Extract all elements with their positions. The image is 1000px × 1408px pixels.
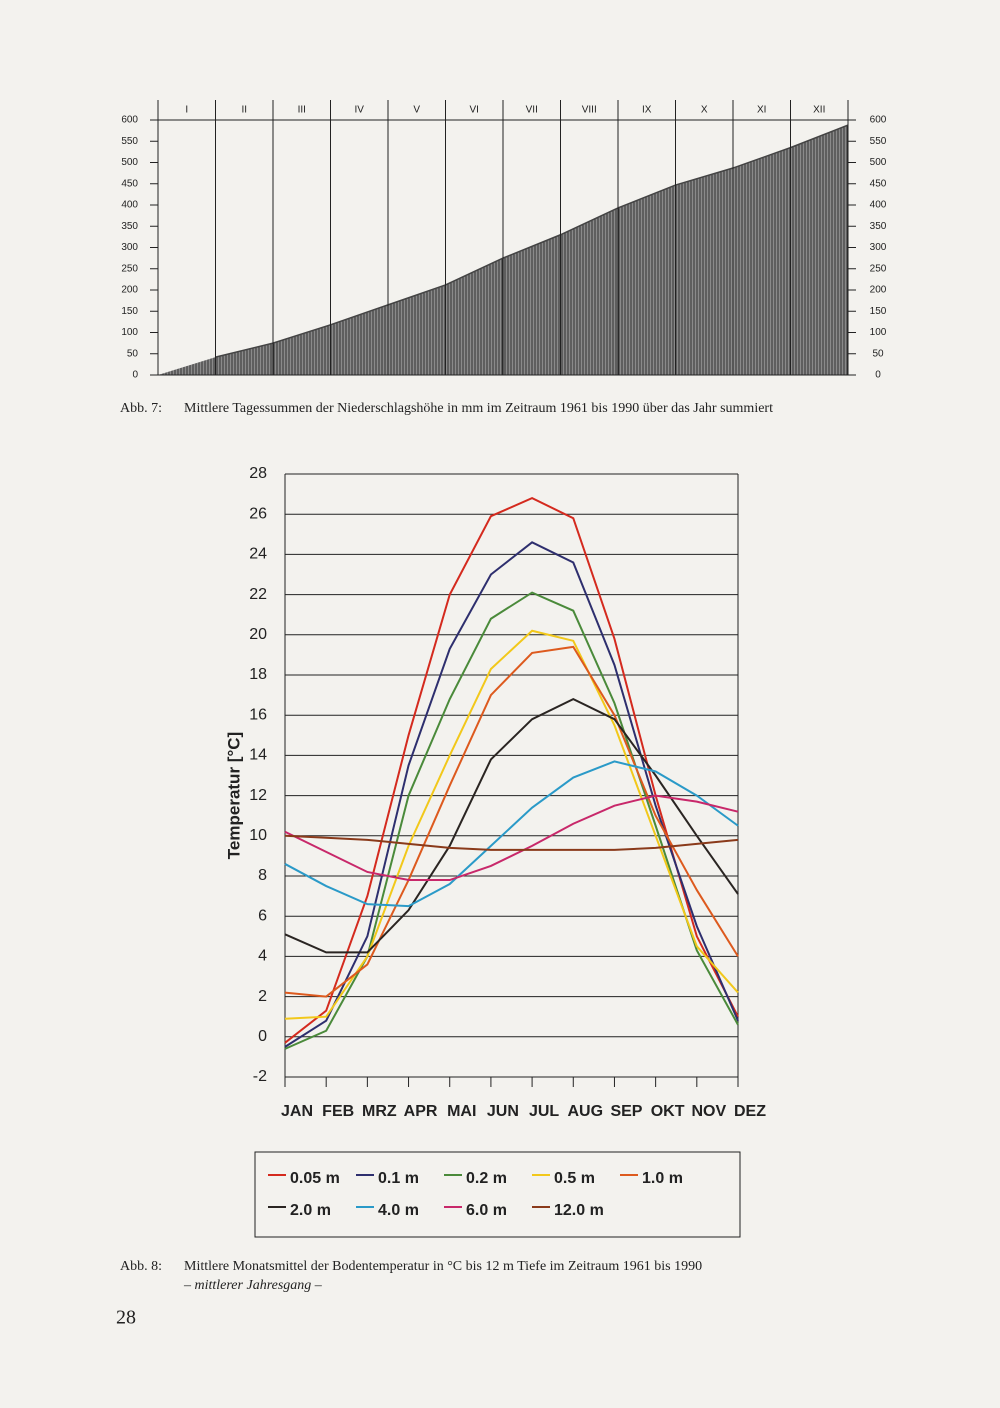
month-label: VI	[470, 105, 479, 116]
x-tick-label: JUN	[487, 1103, 519, 1120]
month-label: I	[185, 105, 188, 116]
y-tick-label: 350	[870, 221, 887, 232]
y-tick-label: 26	[249, 505, 267, 522]
series-line	[284, 794, 739, 882]
legend-label: 0.1 m	[378, 1170, 419, 1187]
x-tick-label: MAI	[447, 1103, 476, 1120]
y-tick-label: 14	[249, 747, 267, 764]
series-line	[284, 497, 739, 1044]
legend-label: 2.0 m	[290, 1202, 331, 1219]
month-label: III	[298, 105, 306, 116]
y-tick-label: 400	[870, 200, 887, 211]
y-tick-label: 50	[127, 348, 139, 359]
y-tick-label: 12	[249, 787, 267, 804]
x-tick-label: JUL	[529, 1103, 559, 1120]
month-label: V	[413, 105, 420, 116]
y-tick-label: 400	[121, 200, 138, 211]
legend-label: 0.2 m	[466, 1170, 507, 1187]
month-label: XI	[757, 105, 766, 116]
caption-label: Abb. 8:	[120, 1259, 162, 1274]
y-axis-label: Temperatur [°C]	[224, 732, 243, 859]
x-tick-label: MRZ	[362, 1103, 397, 1120]
month-label: II	[241, 105, 247, 116]
y-tick-label: 8	[258, 867, 267, 884]
y-tick-label: 500	[870, 157, 887, 168]
y-tick-label: 2	[258, 988, 267, 1005]
y-tick-label: 200	[121, 285, 138, 296]
legend-label: 1.0 m	[642, 1170, 683, 1187]
legend-label: 4.0 m	[378, 1202, 419, 1219]
x-tick-label: AUG	[567, 1103, 603, 1120]
series-line	[284, 541, 739, 1048]
legend-label: 6.0 m	[466, 1202, 507, 1219]
caption-text: Mittlere Tagessummen der Niederschlagshö…	[184, 401, 773, 416]
y-tick-label: 4	[258, 948, 267, 965]
page-number: 28	[116, 1307, 136, 1329]
x-tick-label: APR	[404, 1103, 438, 1120]
y-tick-label: 200	[870, 285, 887, 296]
month-label: IV	[355, 105, 365, 116]
x-tick-label: NOV	[691, 1103, 726, 1120]
legend-label: 0.5 m	[554, 1170, 595, 1187]
y-tick-label: 100	[870, 327, 887, 338]
y-tick-label: 500	[121, 157, 138, 168]
y-tick-label: 550	[121, 136, 138, 147]
cumulative-line	[215, 124, 849, 358]
caption-text: Mittlere Monatsmittel der Bodentemperatu…	[184, 1259, 702, 1274]
legend-label: 12.0 m	[554, 1202, 604, 1219]
y-tick-label: 50	[872, 348, 884, 359]
y-tick-label: 20	[249, 626, 267, 643]
y-tick-label: -2	[253, 1068, 267, 1085]
y-tick-label: 450	[121, 178, 138, 189]
y-tick-label: 16	[249, 706, 267, 723]
x-tick-label: JAN	[281, 1103, 313, 1120]
y-tick-label: 300	[121, 242, 138, 253]
y-tick-label: 450	[870, 178, 887, 189]
series-line	[284, 645, 739, 998]
x-tick-label: OKT	[651, 1103, 685, 1120]
y-tick-label: 550	[870, 136, 887, 147]
y-tick-label: 22	[249, 586, 267, 603]
legend-box	[254, 1151, 741, 1238]
y-tick-label: 150	[121, 306, 138, 317]
y-tick-label: 6	[258, 907, 267, 924]
caption-label: Abb. 7:	[120, 401, 162, 416]
series-line	[284, 834, 739, 851]
y-tick-label: 18	[249, 666, 267, 683]
x-tick-label: FEB	[322, 1103, 354, 1120]
series-line	[284, 698, 739, 954]
x-tick-label: DEZ	[734, 1103, 766, 1120]
month-label: IX	[642, 105, 652, 116]
month-label: VIII	[582, 105, 597, 116]
y-tick-label: 300	[870, 242, 887, 253]
y-tick-label: 10	[249, 827, 267, 844]
y-tick-label: 250	[870, 263, 887, 274]
series-line	[284, 760, 739, 908]
y-tick-label: 0	[258, 1028, 267, 1045]
caption-subtext: – mittlerer Jahresgang –	[183, 1278, 323, 1293]
y-tick-label: 0	[132, 370, 138, 381]
y-tick-label: 28	[249, 465, 267, 482]
legend-label: 0.05 m	[290, 1170, 340, 1187]
y-tick-label: 24	[249, 546, 267, 563]
month-label: VII	[526, 105, 538, 116]
series-line	[284, 629, 739, 1020]
month-label: XII	[813, 105, 825, 116]
y-tick-label: 600	[121, 115, 138, 126]
x-tick-label: SEP	[610, 1103, 642, 1120]
y-tick-label: 250	[121, 263, 138, 274]
y-tick-label: 350	[121, 221, 138, 232]
y-tick-label: 0	[875, 370, 881, 381]
month-label: X	[701, 105, 708, 116]
y-tick-label: 600	[870, 115, 887, 126]
y-tick-label: 100	[121, 327, 138, 338]
y-tick-label: 150	[870, 306, 887, 317]
